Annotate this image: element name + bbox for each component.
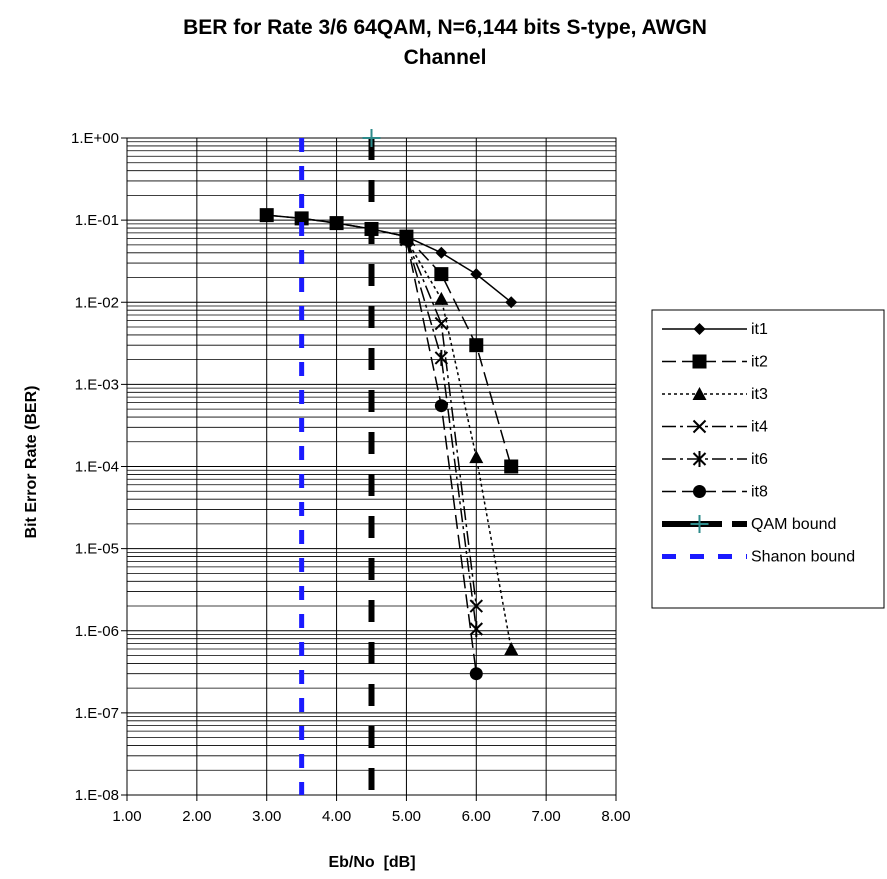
point-marker [362, 129, 381, 147]
point-marker [504, 459, 519, 474]
point-marker [435, 246, 448, 259]
point-marker [434, 291, 449, 305]
chart-title-line2: Channel [404, 46, 487, 69]
legend-entry: it1 [662, 321, 768, 338]
marker-stroke [692, 419, 707, 434]
series-it8 [399, 233, 483, 681]
y-tick-label: 1.E-02 [75, 294, 119, 311]
legend-label: QAM bound [751, 516, 836, 533]
series-line [405, 239, 478, 630]
y-tick-label: 1.E-05 [75, 541, 119, 558]
y-tick-label: 1.E-08 [75, 787, 119, 804]
y-tick-label: 1.E-06 [75, 623, 119, 640]
y-tick-label: 1.E-07 [75, 705, 119, 722]
chart-title-line1: BER for Rate 3/6 64QAM, N=6,144 bits S-t… [183, 16, 707, 39]
point-marker [434, 399, 448, 413]
legend-label: Shanon bound [751, 549, 855, 566]
point-marker [692, 419, 707, 434]
point-marker [690, 515, 709, 533]
point-marker [505, 296, 518, 309]
legend-entry: Shanon bound [662, 549, 855, 566]
point-marker [434, 316, 449, 331]
y-tick-label: 1.E-03 [75, 376, 119, 393]
y-tick-label: 1.E+00 [71, 130, 119, 147]
x-tick-label: 1.00 [112, 808, 141, 825]
point-marker [469, 450, 484, 464]
legend-entry: QAM bound [662, 515, 836, 533]
y-tick-label: 1.E-04 [75, 459, 119, 476]
x-tick-label: 4.00 [322, 808, 351, 825]
legend: it1 it2 it3 it4 it6 it8 QAM bound Shanon bound [651, 309, 885, 609]
legend-label: it2 [751, 354, 768, 371]
legend-entry: it4 [662, 419, 768, 436]
x-tick-label: 3.00 [252, 808, 281, 825]
series-it2 [259, 208, 519, 474]
point-marker [469, 338, 484, 353]
point-marker [693, 323, 706, 335]
marker-stroke [469, 599, 483, 613]
series-line [405, 239, 512, 650]
point-marker [329, 216, 344, 231]
legend-entry: it6 [662, 451, 768, 468]
x-tick-label: 8.00 [601, 808, 630, 825]
series-it4 [399, 232, 483, 613]
legend-label: it1 [751, 321, 768, 338]
point-marker [469, 621, 483, 638]
legend-entry: it2 [662, 354, 768, 371]
point-marker [434, 349, 449, 366]
legend-label: it8 [751, 484, 768, 501]
marker-stroke [434, 316, 449, 331]
point-marker [692, 451, 707, 467]
x-axis-label: Eb/No [dB] [328, 854, 415, 871]
point-marker [693, 485, 706, 498]
series-qam-bound [362, 129, 381, 795]
y-axis-label: Bit Error Rate (BER) [23, 386, 40, 539]
point-marker [504, 641, 519, 655]
x-tick-label: 2.00 [182, 808, 211, 825]
y-tick-label: 1.E-01 [75, 212, 119, 229]
point-marker [294, 211, 309, 226]
x-tick-label: 5.00 [392, 808, 421, 825]
point-marker [692, 354, 707, 369]
x-tick-label: 7.00 [532, 808, 561, 825]
point-marker [399, 233, 413, 247]
point-marker [469, 667, 483, 681]
point-marker [434, 267, 449, 282]
legend-entry: it3 [662, 386, 768, 403]
point-marker [692, 387, 707, 400]
point-marker [470, 268, 483, 281]
legend-label: it6 [751, 451, 768, 468]
legend-label: it3 [751, 386, 768, 403]
x-tick-label: 6.00 [462, 808, 491, 825]
legend-label: it4 [751, 419, 768, 436]
series-line [405, 239, 478, 607]
legend-entry: it8 [662, 484, 768, 501]
plot-series [259, 129, 519, 795]
axes: 1.E+00 1.E-01 1.E-02 1.E-03 1.E-04 1.E-05 1.E-… [71, 130, 631, 825]
point-marker [259, 208, 274, 223]
